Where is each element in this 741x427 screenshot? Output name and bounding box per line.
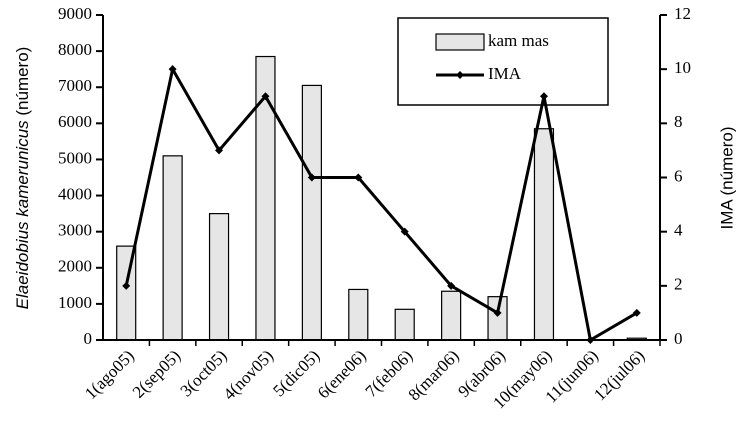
- line-marker: [307, 173, 316, 182]
- y-tick-label: 7000: [58, 76, 92, 95]
- line-marker: [215, 146, 224, 155]
- y2-tick-label: 4: [674, 221, 683, 240]
- y-tick-label: 1000: [58, 293, 92, 312]
- y2-tick-label: 6: [674, 166, 683, 185]
- y-tick-label: 3000: [58, 221, 92, 240]
- bar: [348, 288, 369, 341]
- y-tick-label: 4000: [58, 184, 92, 203]
- x-tick-label: 1(ago05): [81, 346, 138, 403]
- y2-tick-label: 0: [674, 329, 683, 348]
- x-tick-label: 4(nov05): [220, 346, 278, 404]
- y-label-italic: Elaeidobius kamerunicus: [13, 120, 32, 309]
- line-marker: [586, 336, 595, 344]
- bar: [208, 213, 230, 341]
- line-marker: [168, 65, 177, 74]
- legend-swatch: [435, 33, 485, 51]
- y2-tick-label: 12: [674, 4, 691, 23]
- y-tick-label: 2000: [58, 257, 92, 276]
- bar: [487, 296, 508, 341]
- x-tick-label: 2(sep05): [129, 346, 184, 401]
- x-tick-label: 6(ene06): [314, 346, 370, 402]
- y-tick-label: 0: [84, 329, 93, 348]
- bar: [533, 128, 555, 341]
- bar: [394, 308, 415, 341]
- line-marker: [632, 308, 641, 317]
- x-tick-label: 8(mar06): [405, 346, 463, 404]
- legend-label: kam mas: [488, 31, 549, 50]
- line-marker: [354, 173, 363, 182]
- line-marker: [122, 281, 131, 290]
- x-tick-label: 5(dic05): [269, 346, 323, 400]
- legend-marker: [456, 71, 464, 79]
- x-tick-label: 12(jul06): [590, 346, 648, 404]
- y-axis-label: Elaeidobius kamerunicus (número): [13, 47, 32, 310]
- legend-box: [397, 17, 609, 106]
- line-marker: [261, 92, 270, 101]
- y-tick-label: 6000: [58, 112, 92, 131]
- y-tick-label: 8000: [58, 40, 92, 59]
- y-tick-label: 5000: [58, 148, 92, 167]
- bar: [162, 155, 183, 341]
- y2-tick-label: 10: [674, 58, 691, 77]
- bar: [441, 290, 462, 341]
- legend-label: IMA: [488, 64, 522, 83]
- y2-tick-label: 2: [674, 275, 683, 294]
- line-marker: [539, 92, 548, 101]
- y2-tick-label: 8: [674, 112, 683, 131]
- y2-axis-label: IMA (número): [717, 127, 736, 230]
- line-marker: [447, 281, 456, 290]
- y-label-rest: (número): [13, 47, 32, 116]
- y-tick-label: 9000: [58, 4, 92, 23]
- bar: [301, 84, 322, 341]
- line-marker: [493, 308, 502, 317]
- line: [124, 65, 638, 343]
- line-marker: [400, 227, 409, 236]
